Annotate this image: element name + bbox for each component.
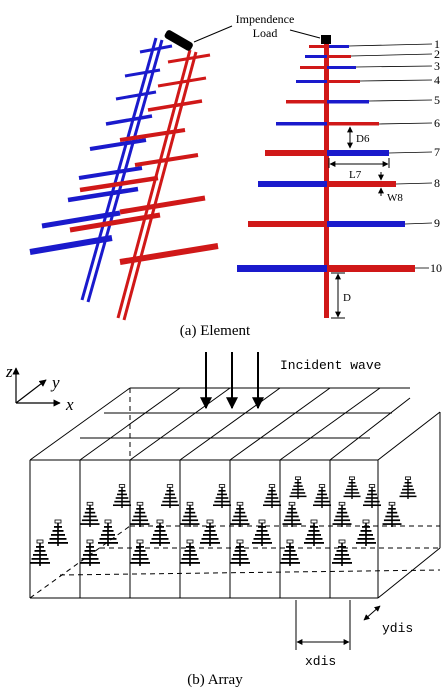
dipole-3 (300, 66, 356, 69)
array-yagi-element (399, 476, 417, 499)
array-yagi-element (363, 484, 381, 508)
array-yagi-element (332, 539, 352, 566)
dipole-numbers: 1 2 3 4 5 6 7 8 9 10 (430, 37, 442, 275)
array-yagi-element (332, 501, 352, 527)
dim-d6-label: D6 (356, 133, 370, 145)
array-yagi-element (150, 519, 170, 546)
axes-icon (12, 367, 61, 407)
dim-d-marker (331, 272, 345, 319)
array-yagi-element (282, 501, 302, 527)
dipole-number-3: 3 (434, 59, 440, 73)
dipole-5 (286, 100, 369, 104)
array-yagi-element (80, 501, 100, 527)
dipole-number-6: 6 (434, 116, 440, 130)
load-label-line2: Load (253, 26, 278, 40)
array-yagi-element (356, 519, 376, 546)
red-boom (116, 49, 198, 321)
array-yagi-element (304, 519, 324, 546)
dipole-1 (309, 45, 349, 48)
element-2d-view: 1 2 3 4 5 6 7 8 9 10 D6 L7 W8 (237, 35, 442, 319)
ydis-marker (363, 605, 381, 621)
dipole-number-2: 2 (434, 47, 440, 61)
xdis-marker (295, 600, 351, 650)
array-yagi-element (200, 519, 220, 546)
dipole-6 (276, 122, 379, 126)
array-yagi-element (263, 484, 281, 508)
incident-wave-arrows (200, 352, 264, 410)
dipole-4 (296, 80, 360, 83)
ydis-label: ydis (382, 621, 413, 636)
impedance-load-3d (164, 30, 193, 51)
array-yagi-element (161, 484, 179, 508)
blue-elements-3d (29, 44, 173, 255)
array-yagi-element (213, 484, 231, 508)
boom-top-load (321, 35, 331, 44)
array-yagi-element (252, 519, 272, 546)
dipole-number-5: 5 (434, 93, 440, 107)
dim-l7-label: L7 (349, 169, 362, 181)
dim-w8-label: W8 (387, 192, 403, 204)
array-elements (30, 476, 417, 566)
load-label-leader (289, 29, 321, 39)
array-yagi-element (30, 539, 50, 566)
load-leader-line (193, 25, 233, 43)
array-yagi-element (130, 539, 150, 566)
dipole-number-8: 8 (434, 176, 440, 190)
center-boom (324, 40, 329, 318)
array-yagi-element (80, 539, 100, 566)
dipole-number-1: 1 (434, 37, 440, 51)
array-yagi-element (180, 539, 200, 566)
dipole-number-9: 9 (434, 216, 440, 230)
array-yagi-element (280, 539, 300, 566)
element-3d-view (29, 25, 233, 321)
dim-l7-marker (328, 158, 390, 168)
caption-a: (a) Element (180, 323, 251, 339)
incident-wave-label: Incident wave (280, 358, 381, 373)
dim-d-label: D (343, 292, 351, 304)
array-yagi-element (113, 484, 131, 508)
caption-b: (b) Array (187, 672, 243, 688)
array-yagi-element (343, 476, 361, 499)
dipole-number-4: 4 (434, 73, 440, 87)
array-yagi-element (230, 501, 250, 527)
dipole-number-7: 7 (434, 145, 440, 159)
axis-label-x: x (65, 395, 74, 414)
dipole-9 (248, 221, 405, 227)
array-yagi-element (48, 519, 68, 546)
xdis-label: xdis (305, 654, 336, 669)
array-yagi-element (98, 519, 118, 546)
dipole-8 (258, 181, 396, 187)
red-elements-3d (69, 53, 219, 265)
array-yagi-element (289, 476, 307, 499)
number-leaders (348, 43, 433, 269)
dipole-number-10: 10 (430, 261, 442, 275)
dipole-2 (305, 55, 351, 58)
lattice-box (29, 387, 441, 599)
array-yagi-element (130, 501, 150, 527)
dipole-10 (237, 265, 415, 272)
axis-label-z: z (5, 362, 13, 381)
array-yagi-element (230, 539, 250, 566)
array-yagi-element (382, 501, 402, 527)
load-label-line1: Impendence (236, 12, 295, 26)
dipole-7 (265, 150, 389, 156)
array-yagi-element (180, 501, 200, 527)
array-yagi-element (313, 484, 331, 508)
axis-label-y: y (50, 373, 60, 392)
